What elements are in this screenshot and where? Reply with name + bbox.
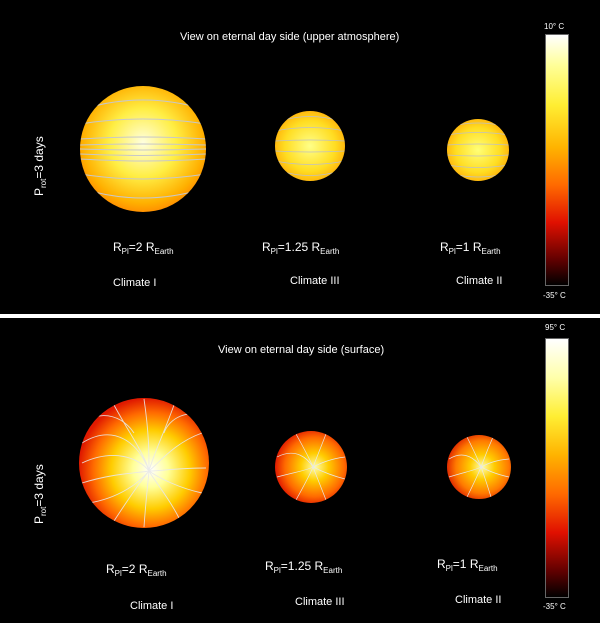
planet-disk <box>275 431 347 503</box>
colorbar-max-label: 10° C <box>544 22 565 31</box>
radius-label-climate-ii: RPl=1 REarth <box>437 557 498 573</box>
planet-disk <box>447 119 509 181</box>
planet-disk <box>275 111 345 181</box>
colorbar-min-label: -35° C <box>543 602 566 611</box>
colorbar-upper-atmosphere <box>545 34 569 286</box>
planet-disk <box>80 86 206 212</box>
radius-label-climate-i: RPl=2 REarth <box>113 240 174 256</box>
rotation-period-label: Prot=3 days <box>32 464 48 524</box>
radius-label-climate-i: RPl=2 REarth <box>106 562 167 578</box>
planet-climate-ii <box>447 119 509 181</box>
climate-label-i: Climate I <box>113 277 157 289</box>
planet-climate-iii <box>275 431 347 503</box>
panel-title: View on eternal day side (surface) <box>218 344 385 356</box>
panel-title: View on eternal day side (upper atmosphe… <box>180 31 400 43</box>
upper-atmosphere-panel: View on eternal day side (upper atmosphe… <box>0 0 600 314</box>
colorbar-max-label: 95° C <box>545 323 566 332</box>
radius-label-climate-iii: RPl=1.25 REarth <box>265 559 343 575</box>
climate-label-ii: Climate II <box>455 594 502 606</box>
planet-climate-iii <box>275 111 345 181</box>
climate-label-iii: Climate III <box>295 596 345 608</box>
radius-label-climate-iii: RPl=1.25 REarth <box>262 240 340 256</box>
planet-climate-i <box>79 398 209 528</box>
radius-label-climate-ii: RPl=1 REarth <box>440 240 501 256</box>
rotation-period-label: Prot=3 days <box>32 136 48 196</box>
planet-climate-i <box>80 86 206 212</box>
streamlines <box>276 433 346 501</box>
planet-climate-ii <box>447 435 511 499</box>
climate-label-i: Climate I <box>130 600 174 612</box>
colorbar-min-label: -35° C <box>543 291 566 300</box>
streamlines <box>81 398 207 528</box>
planet-disk <box>79 398 209 528</box>
surface-panel: View on eternal day side (surface) Prot=… <box>0 318 600 623</box>
planet-disk <box>447 435 511 499</box>
climate-label-ii: Climate II <box>456 275 503 287</box>
streamlines <box>448 436 510 498</box>
climate-label-iii: Climate III <box>290 275 340 287</box>
colorbar-surface <box>545 338 569 598</box>
